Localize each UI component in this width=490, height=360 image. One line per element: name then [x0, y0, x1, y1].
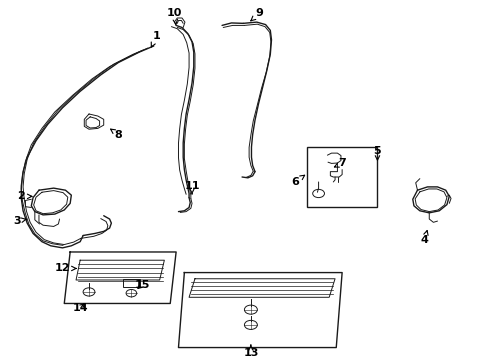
Text: 12: 12	[55, 264, 76, 274]
Text: 2: 2	[18, 192, 32, 201]
Text: 5: 5	[374, 146, 381, 160]
Text: 3: 3	[13, 216, 26, 226]
Text: 4: 4	[420, 230, 428, 245]
Text: 1: 1	[151, 31, 161, 47]
Text: 11: 11	[184, 181, 200, 194]
Text: 15: 15	[134, 280, 149, 290]
Bar	[307, 147, 377, 207]
Text: 13: 13	[243, 345, 259, 358]
Text: 10: 10	[167, 8, 182, 24]
Text: 6: 6	[291, 175, 305, 187]
Text: 9: 9	[251, 8, 264, 21]
Bar	[123, 279, 140, 287]
Text: 8: 8	[111, 129, 122, 140]
Text: 7: 7	[335, 158, 346, 168]
Text: 14: 14	[73, 303, 88, 312]
